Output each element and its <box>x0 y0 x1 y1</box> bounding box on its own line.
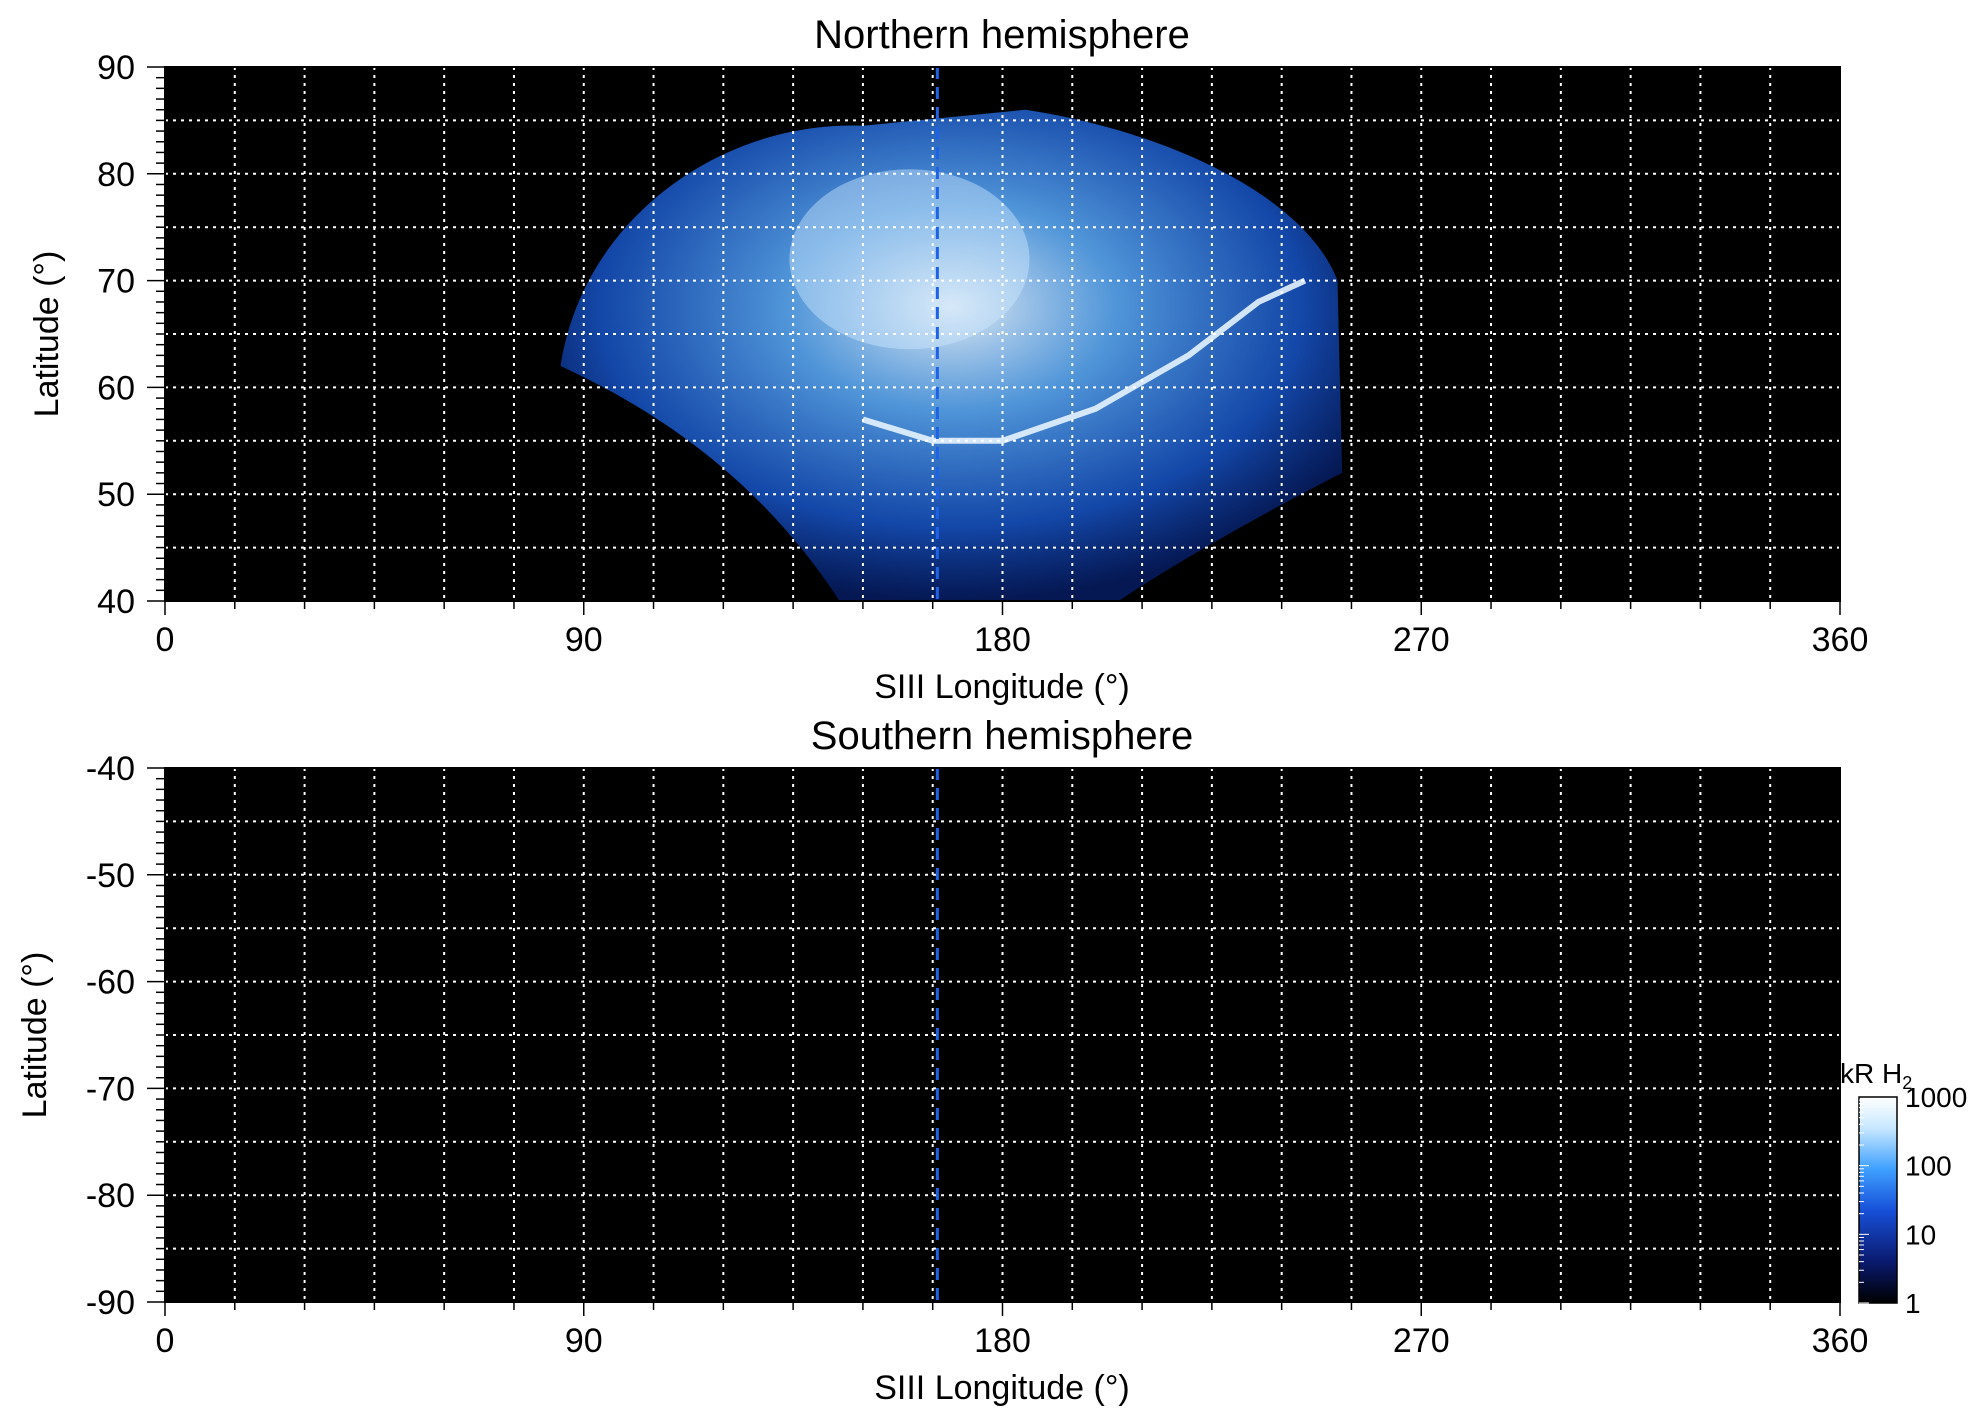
y-tick-label: 80 <box>97 156 135 194</box>
colorbar-ticks: 1 10 100 1000 <box>1859 1082 1967 1319</box>
x-tick-label: 270 <box>1393 1322 1450 1360</box>
northern-ylabel: Latitude (°) <box>28 251 66 418</box>
colorbar-unit-text: kR H <box>1840 1058 1902 1089</box>
x-tick-label: 180 <box>974 1322 1031 1360</box>
x-tick-label: 360 <box>1812 1322 1869 1360</box>
x-tick-label: 0 <box>156 1322 175 1360</box>
colorbar-gradient <box>1858 1096 1898 1304</box>
y-tick-label: -90 <box>86 1284 135 1322</box>
y-tick-label: -60 <box>86 964 135 1002</box>
main-auroral-oval <box>862 277 1307 444</box>
x-tick-label: 360 <box>1812 621 1869 659</box>
y-tick-label: 50 <box>97 476 135 514</box>
southern-xlabel: SIII Longitude (°) <box>874 1369 1130 1407</box>
x-tick-label: 270 <box>1393 621 1450 659</box>
y-tick-label: 40 <box>97 583 135 621</box>
northern-xlabel: SIII Longitude (°) <box>874 668 1130 706</box>
southern-panel: 0 90 180 270 360 -40 -50 -60 -70 -80 -90 Southern … <box>16 714 1868 1407</box>
colorbar-unit-subscript: 2 <box>1902 1073 1912 1093</box>
x-tick-label: 180 <box>974 621 1031 659</box>
southern-ylabel: Latitude (°) <box>16 952 54 1119</box>
southern-grid <box>165 768 1840 1302</box>
x-tick-label: 0 <box>156 621 175 659</box>
x-tick-label: 90 <box>565 621 603 659</box>
emission-region <box>560 109 1343 601</box>
southern-title: Southern hemisphere <box>811 714 1193 758</box>
northern-aurora-emission <box>560 109 1343 601</box>
y-tick-label: 70 <box>97 263 135 301</box>
colorbar-tick-label: 100 <box>1905 1151 1952 1182</box>
northern-title: Northern hemisphere <box>814 13 1190 57</box>
y-tick-label: -50 <box>86 857 135 895</box>
colorbar-tick-label: 10 <box>1905 1219 1936 1250</box>
northern-panel: 0 90 180 270 360 40 50 60 70 80 90 Northern hemisp… <box>28 13 1868 706</box>
y-tick-label: 90 <box>97 49 135 87</box>
x-tick-label: 90 <box>565 1322 603 1360</box>
colorbar-unit-label: kR H2 <box>1840 1058 1912 1093</box>
colorbar-tick-label: 1 <box>1905 1288 1921 1319</box>
northern-grid <box>165 67 1840 601</box>
y-tick-label: -80 <box>86 1177 135 1215</box>
y-tick-label: 60 <box>97 369 135 407</box>
colorbar-tick-label: 1000 <box>1905 1082 1967 1113</box>
y-tick-label: -70 <box>86 1070 135 1108</box>
northern-axes: 0 90 180 270 360 40 50 60 70 80 90 <box>97 49 1868 659</box>
southern-axes: 0 90 180 270 360 -40 -50 -60 -70 -80 -90 <box>86 750 1869 1360</box>
polar-emission-blob <box>789 169 1030 350</box>
colorbar: 1 10 100 1000 kR H2 <box>1840 1058 1967 1319</box>
y-tick-label: -40 <box>86 750 135 788</box>
